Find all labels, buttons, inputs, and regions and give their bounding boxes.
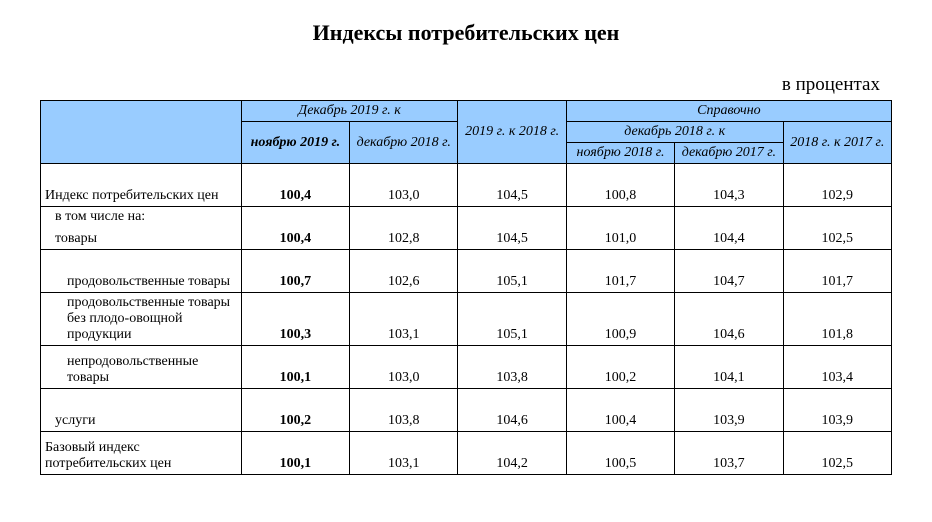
cell-value: 101,0: [566, 207, 674, 250]
row-label: продовольственные товары: [41, 250, 242, 293]
cell-value: 100,3: [241, 293, 349, 346]
table-row: услуги100,2103,8104,6100,4103,9103,9: [41, 389, 892, 432]
row-label: Базовый индекс потребительских цен: [41, 432, 242, 475]
cell-value: 100,8: [566, 164, 674, 207]
row-label: в том числе на:товары: [41, 207, 242, 250]
cell-value: 102,8: [350, 207, 458, 250]
cell-value: 104,4: [675, 207, 783, 250]
table-body: Индекс потребительских цен100,4103,0104,…: [41, 164, 892, 475]
table-row: продовольственные товары без плодо-овощн…: [41, 293, 892, 346]
cell-value: 104,5: [458, 207, 566, 250]
header-ref-nov2018: ноябрю 2018 г.: [566, 143, 674, 164]
cell-value: 101,7: [783, 250, 891, 293]
header-nov2019: ноябрю 2019 г.: [241, 122, 349, 164]
header-ref-group: Справочно: [566, 101, 891, 122]
header-dec2018: декабрю 2018 г.: [350, 122, 458, 164]
header-group-dec2019: Декабрь 2019 г. к: [241, 101, 458, 122]
header-2019-to-2018: 2019 г. к 2018 г.: [458, 101, 566, 164]
cpi-table: Декабрь 2019 г. к 2019 г. к 2018 г. Спра…: [40, 100, 892, 475]
cell-value: 100,1: [241, 346, 349, 389]
cell-value: 103,0: [350, 346, 458, 389]
table-row: Базовый индекс потребительских цен100,11…: [41, 432, 892, 475]
row-label: Индекс потребительских цен: [41, 164, 242, 207]
cell-value: 104,3: [675, 164, 783, 207]
page-root: Индексы потребительских цен в процентах …: [0, 0, 932, 522]
cell-value: 104,2: [458, 432, 566, 475]
cell-value: 103,7: [675, 432, 783, 475]
cell-value: 103,4: [783, 346, 891, 389]
row-label: непродовольственные товары: [41, 346, 242, 389]
page-title: Индексы потребительских цен: [40, 20, 892, 46]
cell-value: 103,0: [350, 164, 458, 207]
cell-value: 104,6: [675, 293, 783, 346]
cell-value: 104,6: [458, 389, 566, 432]
cell-value: 103,9: [675, 389, 783, 432]
row-label: услуги: [41, 389, 242, 432]
cell-value: 102,5: [783, 432, 891, 475]
cell-value: 102,5: [783, 207, 891, 250]
header-2018-to-2017: 2018 г. к 2017 г.: [783, 122, 891, 164]
cell-value: 100,4: [241, 164, 349, 207]
cell-value: 100,2: [566, 346, 674, 389]
cell-value: 104,5: [458, 164, 566, 207]
unit-label: в процентах: [40, 74, 880, 96]
cell-value: 104,7: [675, 250, 783, 293]
cell-value: 100,4: [241, 207, 349, 250]
table-row: продовольственные товары100,7102,6105,11…: [41, 250, 892, 293]
cell-value: 103,9: [783, 389, 891, 432]
cell-value: 101,8: [783, 293, 891, 346]
cell-value: 105,1: [458, 293, 566, 346]
cell-value: 100,7: [241, 250, 349, 293]
cell-value: 101,7: [566, 250, 674, 293]
header-ref-dec2017: декабрю 2017 г.: [675, 143, 783, 164]
row-label: продовольственные товары без плодо-овощн…: [41, 293, 242, 346]
header-ref-dec2018: декабрь 2018 г. к: [566, 122, 783, 143]
cell-value: 104,1: [675, 346, 783, 389]
cell-value: 103,1: [350, 432, 458, 475]
cell-value: 100,4: [566, 389, 674, 432]
cell-value: 100,1: [241, 432, 349, 475]
cell-value: 100,2: [241, 389, 349, 432]
cell-value: 103,8: [458, 346, 566, 389]
cell-value: 103,1: [350, 293, 458, 346]
table-row: непродовольственные товары100,1103,0103,…: [41, 346, 892, 389]
cell-value: 103,8: [350, 389, 458, 432]
table-row: в том числе на:товары100,4102,8104,5101,…: [41, 207, 892, 250]
table-header: Декабрь 2019 г. к 2019 г. к 2018 г. Спра…: [41, 101, 892, 164]
cell-value: 105,1: [458, 250, 566, 293]
cell-value: 102,6: [350, 250, 458, 293]
cell-value: 102,9: [783, 164, 891, 207]
header-blank: [41, 101, 242, 164]
cell-value: 100,5: [566, 432, 674, 475]
table-row: Индекс потребительских цен100,4103,0104,…: [41, 164, 892, 207]
cell-value: 100,9: [566, 293, 674, 346]
